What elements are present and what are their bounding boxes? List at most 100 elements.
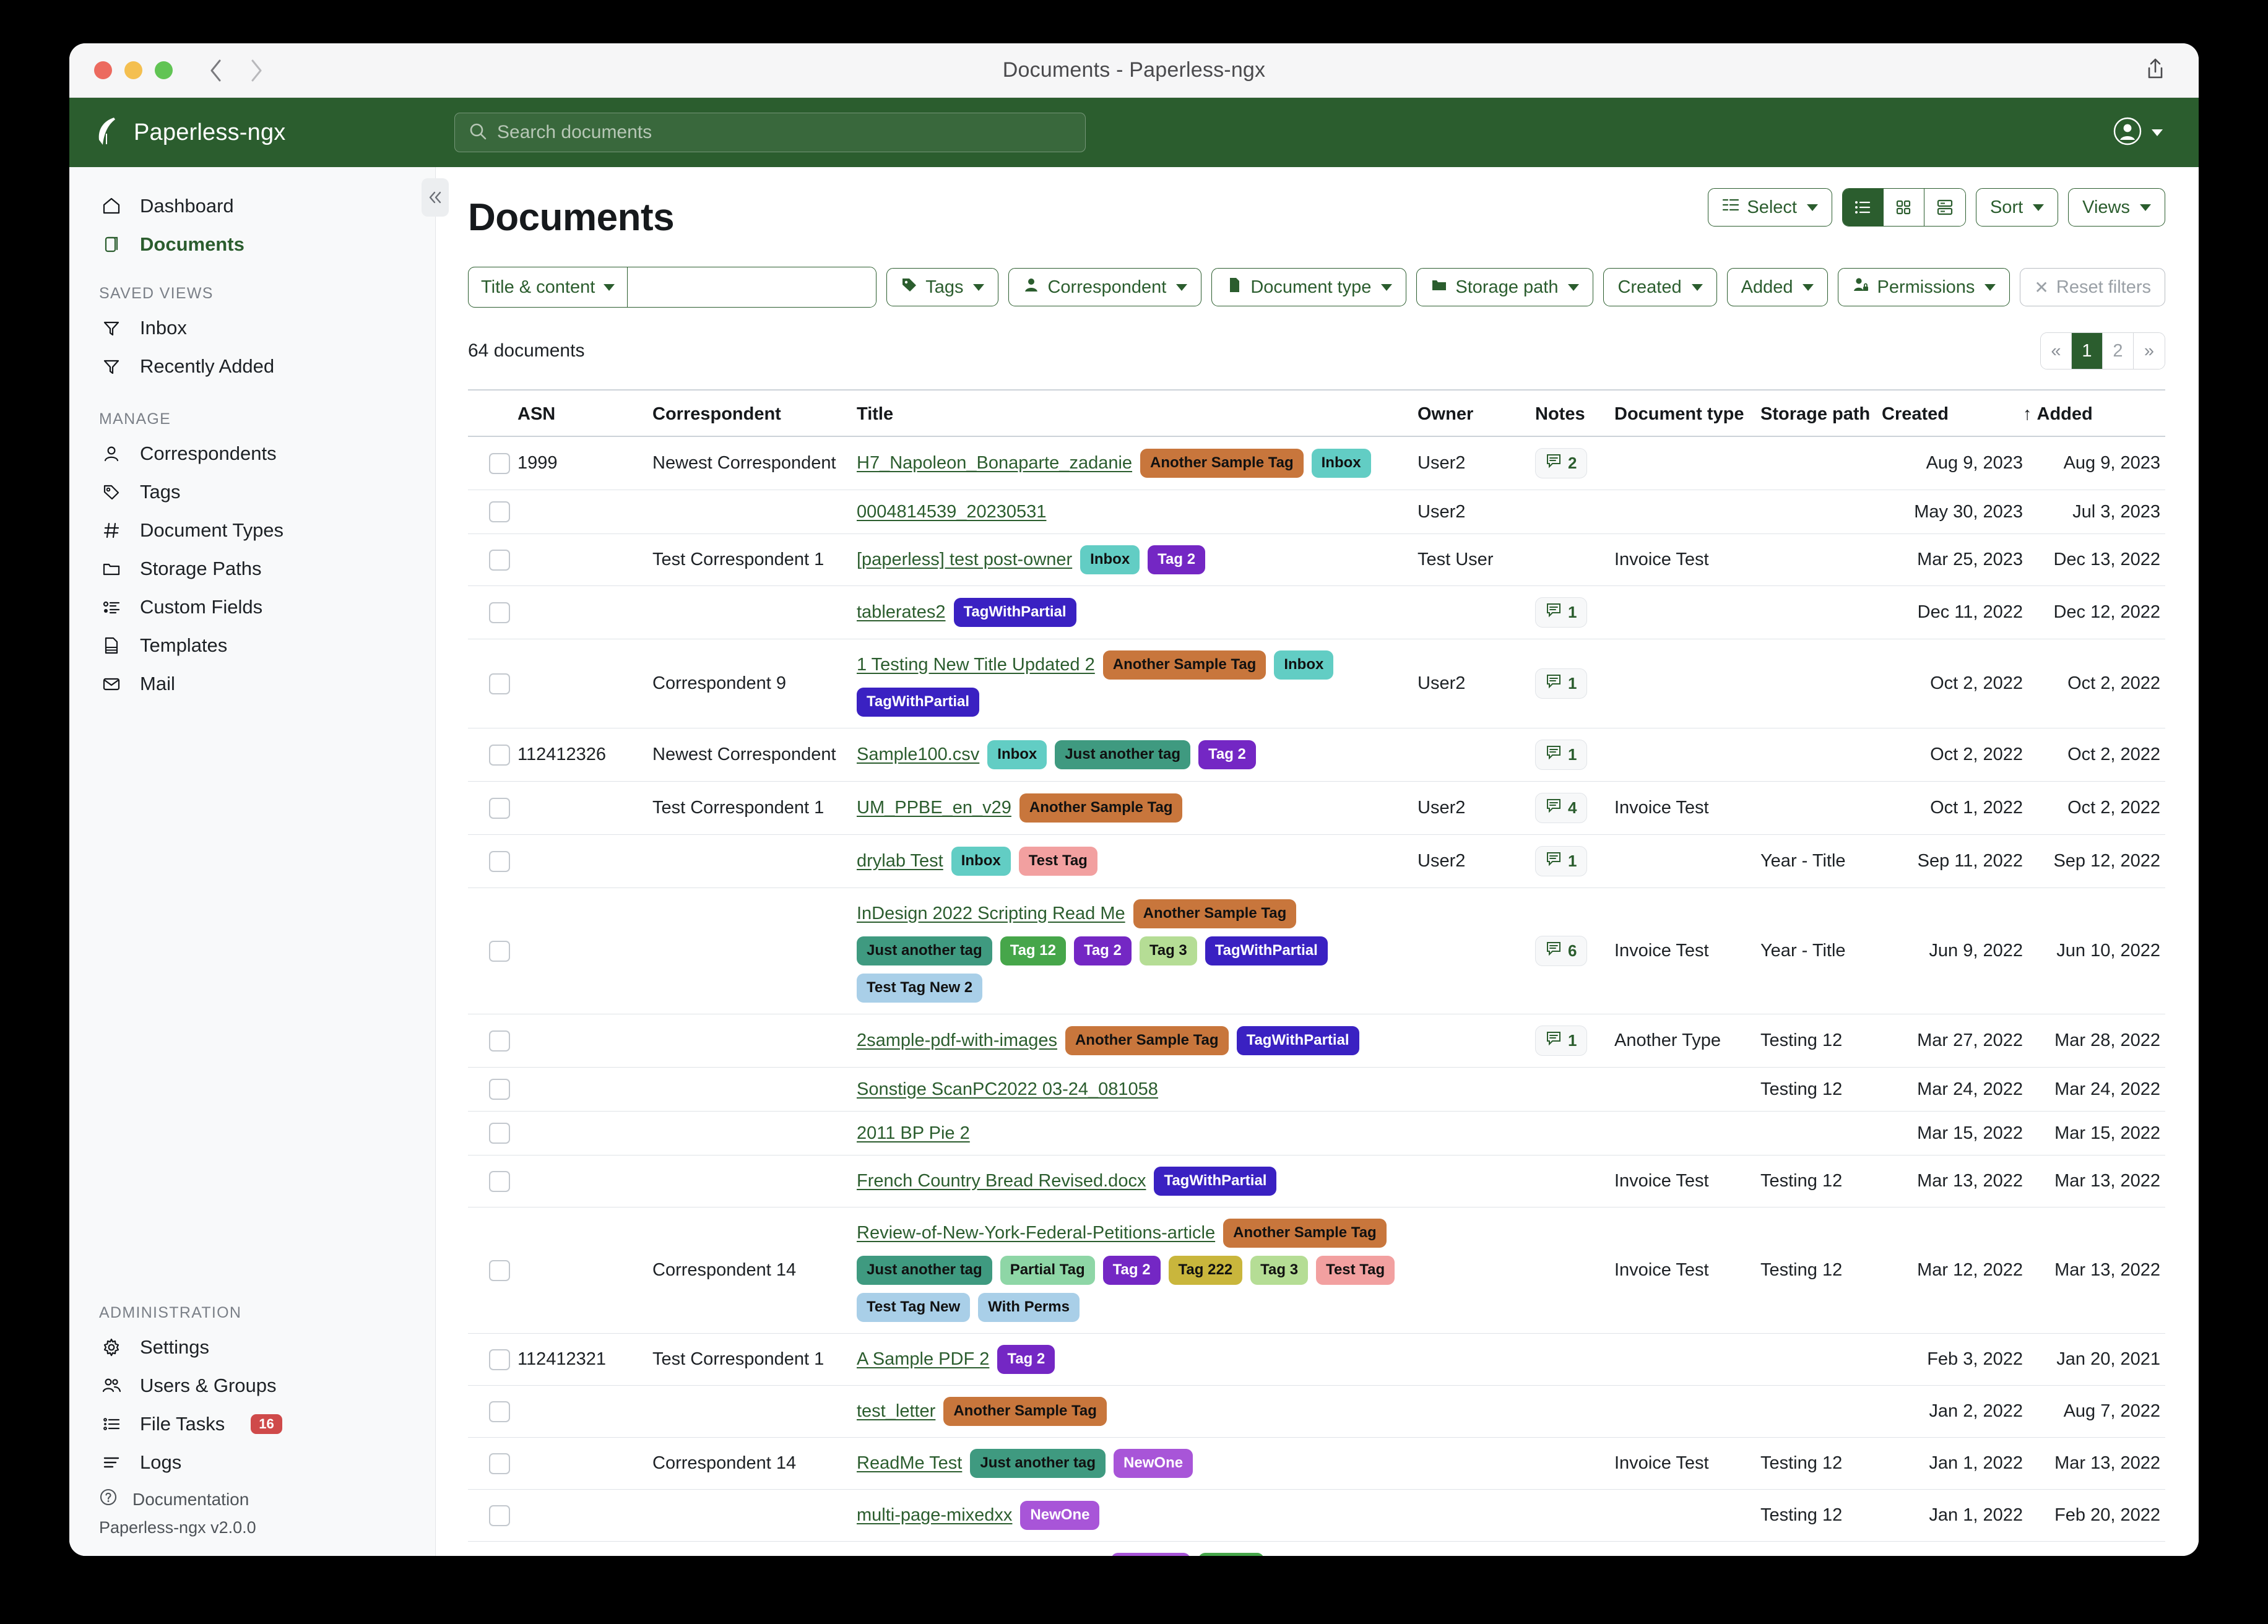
title-content-dropdown[interactable]: Title & content (469, 267, 628, 307)
sidebar-item-documents[interactable]: Documents (69, 225, 435, 264)
sidebar-item-templates[interactable]: Templates (69, 626, 435, 665)
sort-button[interactable]: Sort (1975, 188, 2059, 227)
table-row[interactable]: 2sample-pdf-with-images Another Sample Ta… (468, 1014, 2165, 1068)
row-checkbox[interactable] (489, 1170, 510, 1192)
sidebar-item-inbox[interactable]: Inbox (69, 309, 435, 347)
user-menu[interactable] (2113, 117, 2163, 149)
tag-chip[interactable]: Test Tag (1316, 1256, 1395, 1285)
notes-badge[interactable]: 6 (1535, 936, 1588, 966)
row-checkbox-cell[interactable] (468, 1067, 517, 1112)
grid-view-button[interactable] (1883, 189, 1924, 226)
document-title-link[interactable]: A Sample PDF 2 (857, 1349, 990, 1369)
column-header-title[interactable]: Title (857, 391, 1418, 437)
tag-chip[interactable]: NewOne (1114, 1449, 1193, 1478)
table-row[interactable]: Test Correspondent 1 [paperless] test pos… (468, 533, 2165, 586)
column-header-notes[interactable]: Notes (1535, 391, 1614, 437)
notes-badge[interactable]: 1 (1535, 1026, 1588, 1056)
tag-chip[interactable]: Another Sample Tag (1133, 899, 1297, 928)
tag-chip[interactable]: Another Sample Tag (1102, 650, 1266, 680)
tag-chip[interactable]: Tag 2 (997, 1345, 1055, 1374)
pagination-last[interactable]: » (2134, 333, 2165, 369)
title-content-input[interactable] (628, 267, 876, 307)
table-row[interactable]: tablerates2 TagWithPartial 1 Dec 11, 2022 De… (468, 585, 2165, 639)
document-title-link[interactable]: ReadMe Test (857, 1453, 963, 1473)
table-row[interactable]: 2011 BP Pie 2 Mar 15, 2022 Mar 15, 2022 (468, 1111, 2165, 1155)
title-content-filter[interactable]: Title & content (468, 267, 877, 308)
tag-chip[interactable]: TagWithPartial (1236, 1026, 1359, 1055)
table-row[interactable]: sat-practice-test-1_pt2-collatedNewOneTa… (468, 1541, 2165, 1556)
document-title-link[interactable]: 2011 BP Pie 2 (857, 1123, 970, 1143)
notes-badge[interactable]: 4 (1535, 793, 1588, 823)
sidebar-item-mail[interactable]: Mail (69, 665, 435, 703)
tag-chip[interactable]: Tag 2 (1102, 1256, 1161, 1285)
window-traffic-lights[interactable] (94, 61, 173, 79)
tag-chip[interactable]: Just another tag (857, 1256, 992, 1285)
sidebar-item-custom-fields[interactable]: Custom Fields (69, 588, 435, 626)
column-header-asn[interactable]: ASN (517, 391, 652, 437)
notes-badge[interactable]: 1 (1535, 597, 1588, 628)
tags-filter-button[interactable]: Tags (886, 268, 999, 306)
permissions-filter-button[interactable]: Permissions (1838, 268, 2010, 306)
row-checkbox[interactable] (489, 797, 510, 819)
sidebar-item-file-tasks[interactable]: File Tasks 16 (69, 1405, 435, 1443)
chevron-down-icon[interactable] (2152, 129, 2163, 136)
tag-chip[interactable]: Just another tag (970, 1449, 1106, 1478)
notes-badge[interactable]: 2 (1535, 448, 1588, 478)
document-title-link[interactable]: test_letter (857, 1401, 936, 1421)
created-filter-button[interactable]: Created (1603, 268, 1717, 306)
share-icon[interactable] (2145, 58, 2165, 83)
sidebar-item-document-types[interactable]: Document Types (69, 511, 435, 550)
row-checkbox-cell[interactable] (468, 585, 517, 639)
sidebar-item-tags[interactable]: Tags (69, 473, 435, 511)
row-checkbox-cell[interactable] (468, 1489, 517, 1542)
document-title-link[interactable]: Sample100.csv (857, 745, 980, 764)
row-checkbox-cell[interactable] (468, 1111, 517, 1155)
row-checkbox[interactable] (489, 744, 510, 766)
row-checkbox-cell[interactable] (468, 1207, 517, 1334)
row-checkbox-cell[interactable] (468, 1541, 517, 1556)
sidebar-collapse-button[interactable] (422, 178, 449, 217)
tag-chip[interactable]: TagWithPartial (953, 598, 1076, 627)
row-checkbox[interactable] (489, 602, 510, 623)
tag-chip[interactable]: TagWithPartial (857, 688, 980, 717)
sidebar-item-recently-added[interactable]: Recently Added (69, 347, 435, 386)
brand[interactable]: Paperless-ngx (94, 115, 441, 150)
views-button[interactable]: Views (2068, 188, 2165, 227)
row-checkbox[interactable] (489, 1505, 510, 1526)
document-title-link[interactable]: 2sample-pdf-with-images (857, 1030, 1057, 1050)
tag-chip[interactable]: Another Sample Tag (1223, 1219, 1387, 1248)
document-type-filter-button[interactable]: Document type (1211, 268, 1407, 306)
row-checkbox-cell[interactable] (468, 1333, 517, 1386)
table-row[interactable]: multi-page-mixedxx NewOne Testing 12 Jan 1,… (468, 1489, 2165, 1542)
row-checkbox[interactable] (489, 1349, 510, 1370)
document-title-link[interactable]: 0004814539_20230531 (857, 501, 1047, 522)
document-title-link[interactable]: UM_PPBE_en_v29 (857, 798, 1011, 818)
tag-chip[interactable]: Tag 12 (1198, 1553, 1265, 1556)
row-checkbox-cell[interactable] (468, 490, 517, 534)
tag-chip[interactable]: Tag 12 (1000, 936, 1066, 965)
maximize-window-icon[interactable] (155, 61, 173, 79)
tag-chip[interactable]: TagWithPartial (1205, 936, 1328, 965)
tag-chip[interactable]: Just another tag (1055, 740, 1190, 769)
table-row[interactable]: Correspondent 14 ReadMe Test Just another … (468, 1437, 2165, 1490)
row-checkbox-cell[interactable] (468, 533, 517, 586)
view-mode-group[interactable] (1842, 188, 1966, 227)
row-checkbox-cell[interactable] (468, 1014, 517, 1068)
tag-chip[interactable]: Inbox (987, 740, 1047, 769)
select-all-header[interactable] (468, 391, 517, 437)
document-title-link[interactable]: Review-of-New-York-Federal-Petitions-art… (857, 1223, 1216, 1243)
row-checkbox-cell[interactable] (468, 834, 517, 888)
column-header-owner[interactable]: Owner (1418, 391, 1535, 437)
pagination-first[interactable]: « (2041, 333, 2072, 369)
document-title-link[interactable]: drylab Test (857, 851, 943, 871)
row-checkbox[interactable] (489, 850, 510, 872)
table-row[interactable]: InDesign 2022 Scripting Read Me Another S… (468, 888, 2165, 1014)
row-checkbox-cell[interactable] (468, 781, 517, 835)
sidebar-item-storage-paths[interactable]: Storage Paths (69, 550, 435, 588)
tag-chip[interactable]: Test Tag New (857, 1293, 971, 1322)
row-checkbox[interactable] (489, 549, 510, 571)
tag-chip[interactable]: Tag 2 (1198, 740, 1256, 769)
row-checkbox[interactable] (489, 452, 510, 474)
